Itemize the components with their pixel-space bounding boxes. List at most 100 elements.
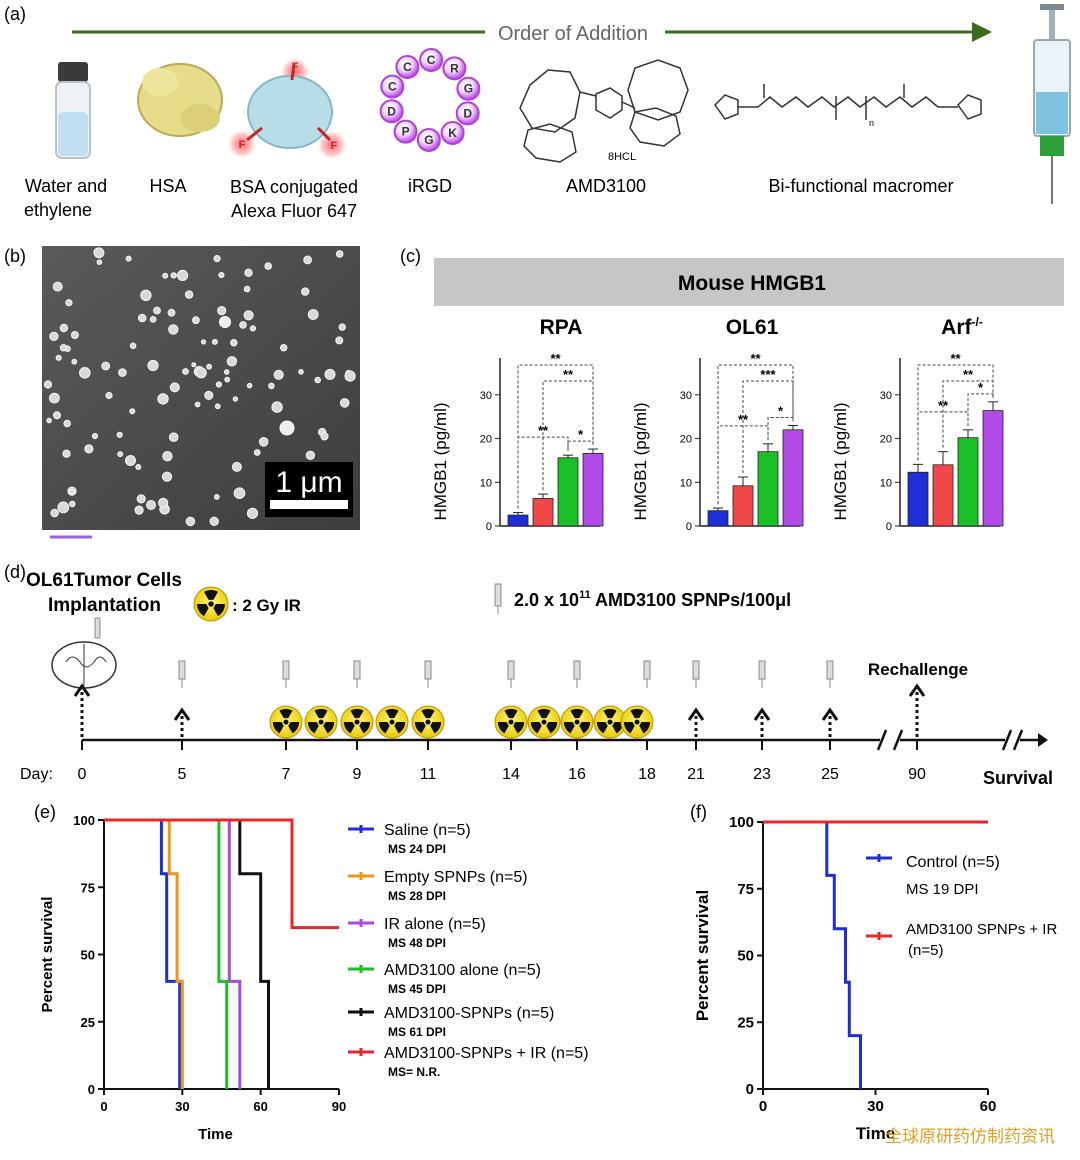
nanoparticle: [168, 432, 179, 443]
significance-label: **: [563, 367, 574, 382]
nanoparticle: [168, 324, 179, 335]
nanoparticle: [79, 367, 91, 379]
hmgb1-banner-text: Mouse HMGB1: [678, 272, 827, 295]
nanoparticle: [214, 403, 221, 410]
nanoparticle: [125, 255, 132, 262]
y-axis-label: Percent survival: [39, 897, 56, 1013]
nanoparticle: [105, 391, 113, 400]
significance-label: **: [950, 351, 961, 366]
legend-series-name-line2: (n=5): [908, 942, 943, 959]
watermark: 全球原研药仿制药资讯: [885, 1127, 1055, 1146]
timeline-day-label: 0: [78, 766, 87, 783]
y-tick-label: 0: [686, 521, 692, 533]
peptide-residue: [419, 48, 444, 73]
nanoparticle: [135, 464, 142, 470]
timeline-day-label: 16: [568, 766, 586, 783]
nanoparticle: [224, 376, 231, 383]
nanoparticle: [271, 401, 283, 413]
peptide-residue-letter: R: [450, 61, 459, 75]
timeline-title-2: Implantation: [48, 595, 161, 616]
fluor-letter-1: F: [292, 61, 299, 73]
nanoparticle: [185, 516, 196, 527]
item-label-water-1: Water and: [25, 176, 107, 196]
legend-median-survival: MS= N.R.: [388, 1065, 440, 1079]
bar-chart-ylabel: HMGB1 (pg/ml): [631, 402, 650, 520]
nanoparticle: [91, 433, 99, 440]
nanoparticle: [129, 408, 136, 415]
nanoparticle: [129, 342, 137, 350]
panel-label-f: (f): [690, 802, 707, 822]
amd-salt-label: 8HCL: [608, 151, 636, 163]
item-label-macromer: Bi-functional macromer: [768, 176, 953, 196]
nanoparticle: [195, 367, 207, 379]
syringe-icon: [826, 660, 834, 688]
scale-bar-label: 1 μm: [275, 466, 342, 499]
nanoparticle: [215, 381, 222, 388]
nanoparticle: [258, 437, 269, 447]
survival-label: Survival: [983, 768, 1053, 788]
y-tick-label: 100: [729, 814, 754, 831]
fluor-letter-2: F: [239, 139, 246, 151]
nanoparticle: [219, 316, 231, 328]
x-axis-label: Time: [856, 1124, 895, 1143]
nanoparticle: [206, 363, 213, 370]
panel-label-d: (d): [4, 562, 26, 582]
y-tick-label: 75: [737, 881, 754, 898]
significance-bracket: [942, 380, 994, 448]
radiation-icon: [527, 705, 561, 739]
peptide-residue-letter: D: [387, 104, 396, 118]
radiation-icon: [560, 705, 594, 739]
nanoparticle: [200, 339, 207, 345]
y-tick-label: 50: [737, 948, 754, 965]
nanoparticle: [230, 339, 238, 347]
peptide-residue-letter: G: [424, 133, 433, 147]
nanoparticle: [204, 390, 214, 400]
x-axis-label: Time: [198, 1126, 233, 1143]
nanoparticle: [264, 262, 273, 270]
nanoparticle: [134, 505, 144, 515]
y-axis-label: Percent survival: [693, 890, 712, 1021]
nanoparticle: [69, 500, 76, 508]
bar: [782, 429, 804, 527]
axis-break: [892, 729, 904, 751]
legend-series-name: Empty SPNPs (n=5): [384, 869, 528, 886]
significance-label: **: [538, 423, 549, 438]
bar: [957, 437, 979, 527]
scale-bar-line: [270, 500, 348, 509]
syringe-icon: [1033, 4, 1071, 204]
nanoparticle: [339, 398, 350, 408]
nanoparticle: [118, 368, 127, 377]
y-tick-label: 30: [480, 390, 492, 402]
amd3100-structure: [519, 59, 689, 163]
nanoparticle: [253, 449, 261, 456]
legend-series-name: AMD3100-SPNPs (n=5): [384, 1005, 554, 1022]
nanoparticle: [65, 299, 73, 307]
nanoparticle: [167, 308, 176, 317]
nanoparticle: [68, 488, 75, 495]
nanoparticle: [218, 272, 225, 279]
item-label-water-2: ethylene: [24, 200, 92, 220]
order-of-addition-header: Order of Addition: [498, 23, 648, 45]
y-tick-label: 50: [81, 948, 95, 963]
nanoparticle: [161, 471, 173, 482]
bar-chart-title: OL61: [726, 316, 779, 339]
hmgb1-banner: [434, 258, 1064, 306]
nanoparticle: [268, 382, 275, 390]
nanoparticle: [243, 310, 254, 321]
nanoparticle: [137, 313, 147, 323]
bar: [757, 451, 779, 527]
nanoparticle: [153, 306, 161, 315]
macromer-n: n: [869, 118, 874, 128]
peptide-residue: [456, 76, 481, 101]
radiation-icon: [593, 705, 627, 739]
nanoparticle: [101, 361, 111, 371]
item-label-hsa: HSA: [149, 176, 186, 196]
x-tick-label: 90: [332, 1099, 346, 1114]
bar: [582, 453, 604, 527]
x-tick-label: 60: [253, 1099, 267, 1114]
nanoparticle: [50, 508, 59, 518]
timeline-day-label: 14: [502, 766, 520, 783]
nanoparticle: [43, 380, 53, 389]
nanoparticle: [52, 281, 63, 292]
